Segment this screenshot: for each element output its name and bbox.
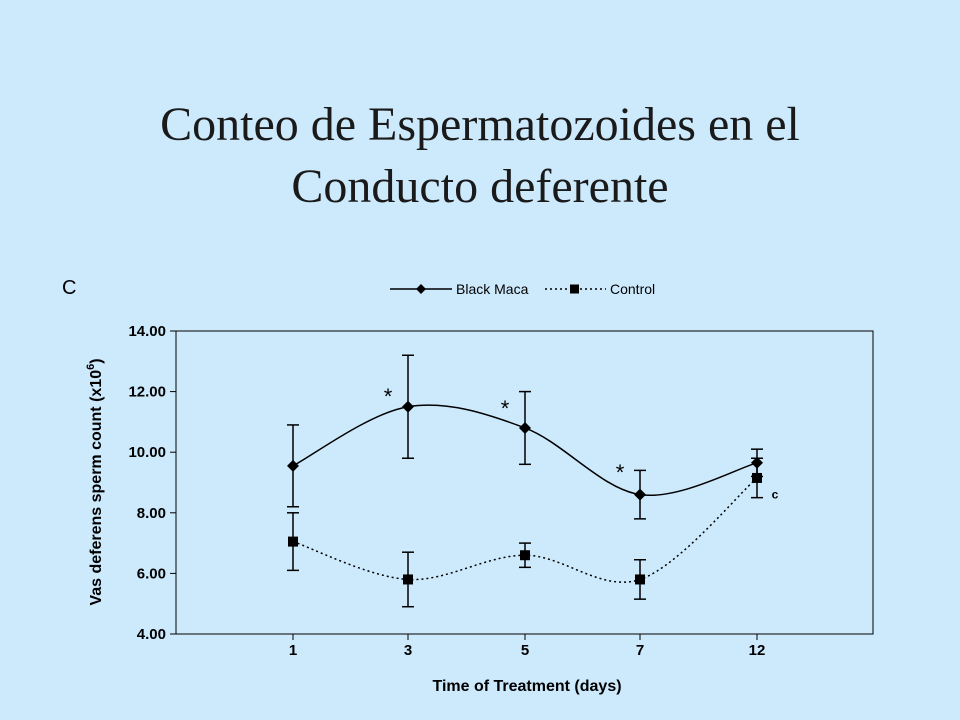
- y-axis-title: Vas deferens sperm count (x106): [85, 358, 105, 605]
- slide-title-line-2: Conducto deferente: [291, 160, 669, 213]
- series-black-maca: [287, 354, 763, 520]
- significance-marker: *: [501, 396, 510, 421]
- y-tick-label: 14.00: [128, 323, 166, 340]
- series-layer: [287, 354, 763, 608]
- y-tick-label: 10.00: [128, 444, 166, 461]
- y-tick-label: 8.00: [137, 505, 166, 522]
- y-axis-ticks: 4.00 6.00 8.00 10.00 12.00 14.00: [128, 323, 176, 643]
- data-point-control: [288, 536, 298, 547]
- x-tick-label: 3: [404, 642, 412, 659]
- y-tick-label: 4.00: [137, 626, 166, 643]
- panel-label: C: [62, 277, 76, 299]
- data-point-control: [403, 574, 413, 585]
- y-tick-label: 12.00: [128, 384, 166, 401]
- data-point-control: [752, 472, 762, 483]
- annotation-layer: * * * c: [384, 384, 779, 502]
- significance-marker: *: [616, 460, 625, 485]
- y-axis-title-main: Vas deferens sperm count (x10: [88, 370, 105, 606]
- significance-marker: *: [384, 384, 393, 409]
- legend: Black Maca Control: [390, 281, 655, 297]
- data-point-black-maca: [634, 488, 646, 501]
- data-point-black-maca: [519, 421, 531, 434]
- legend-label-control: Control: [610, 281, 655, 297]
- y-axis-title-end: ): [88, 358, 105, 363]
- data-point-control: [520, 550, 530, 561]
- x-tick-label: 5: [521, 642, 529, 659]
- data-point-black-maca: [402, 400, 414, 413]
- y-axis-title-superscript: 6: [85, 364, 97, 370]
- legend-marker-black-maca: [416, 284, 426, 294]
- plot-area: [175, 330, 874, 635]
- legend-marker-control: [570, 284, 579, 294]
- x-tick-label: 12: [749, 642, 766, 659]
- x-axis-title: Time of Treatment (days): [432, 678, 621, 695]
- data-point-control: [635, 574, 645, 585]
- slide-title-line-1: Conteo de Espermatozoides en el: [160, 98, 800, 151]
- annotation-label: c: [772, 488, 779, 502]
- data-point-black-maca: [287, 459, 299, 472]
- slide-title: Conteo de Espermatozoides en el Conducto…: [0, 94, 960, 218]
- x-axis-ticks: 1 3 5 7 12: [289, 634, 766, 659]
- y-tick-label: 6.00: [137, 565, 166, 582]
- series-control: [287, 457, 763, 608]
- x-tick-label: 7: [636, 642, 644, 659]
- x-tick-label: 1: [289, 642, 297, 659]
- legend-label-black-maca: Black Maca: [456, 281, 529, 297]
